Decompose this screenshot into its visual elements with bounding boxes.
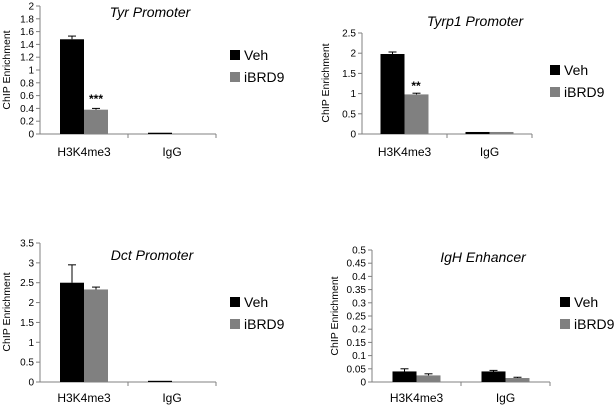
chart-title: Tyrp1 Promoter bbox=[427, 13, 525, 29]
legend-swatch-veh bbox=[560, 297, 570, 307]
legend-label-ibrd9: iBRD9 bbox=[244, 316, 285, 332]
chart-title: IgH Enhancer bbox=[440, 249, 527, 265]
y-tick-label: 1.5 bbox=[342, 69, 356, 80]
legend: Veh iBRD9 bbox=[230, 294, 285, 332]
y-tick-label: 1.4 bbox=[20, 40, 34, 51]
bar-veh-h3k4me3 bbox=[60, 282, 84, 382]
y-tick-label: 1.2 bbox=[20, 53, 34, 64]
chart-panel-igh-enhancer: 0 0.05 0.1 0.15 0.2 0.25 0.3 0.35 0.4 0.45 0.5 ChIP… bbox=[329, 246, 614, 406]
bar-veh-h3k4me3 bbox=[392, 371, 417, 382]
legend-label-ibrd9: iBRD9 bbox=[574, 316, 614, 332]
legend: Veh iBRD9 bbox=[550, 62, 605, 100]
x-category-label: IgG bbox=[496, 391, 515, 405]
y-tick-label: 0.25 bbox=[347, 312, 367, 323]
legend-label-veh: Veh bbox=[564, 62, 588, 78]
x-category-label: H3K4me3 bbox=[57, 145, 111, 159]
y-tick-label: 2 bbox=[28, 2, 34, 13]
legend: Veh iBRD9 bbox=[560, 294, 614, 332]
bar-veh-igg bbox=[481, 371, 506, 382]
y-tick-label: 0.6 bbox=[20, 91, 34, 102]
y-axis-label: ChIP Enrichment bbox=[329, 276, 341, 355]
y-axis-label: ChIP Enrichment bbox=[320, 43, 332, 122]
x-category-label: H3K4me3 bbox=[57, 391, 111, 405]
y-tick-label: 0.4 bbox=[352, 272, 366, 283]
x-category-label: IgG bbox=[480, 145, 499, 159]
y-tick-label: 3.5 bbox=[20, 239, 34, 250]
bar-veh-h3k4me3 bbox=[380, 54, 405, 135]
bar-ibrd9-h3k4me3 bbox=[404, 94, 429, 134]
y-tick-label: 0.5 bbox=[342, 109, 356, 120]
y-tick-label: 0.45 bbox=[347, 259, 367, 270]
x-category-label: IgG bbox=[162, 145, 181, 159]
y-tick-label: 2 bbox=[28, 298, 34, 309]
legend-label-ibrd9: iBRD9 bbox=[564, 84, 605, 100]
y-tick-label: 1 bbox=[28, 66, 34, 77]
bar-veh-h3k4me3 bbox=[60, 39, 84, 134]
bar-ibrd9-h3k4me3 bbox=[84, 109, 108, 134]
chart-title: Dct Promoter bbox=[111, 247, 195, 263]
y-tick-label: 1.8 bbox=[20, 14, 34, 25]
y-tick-label: 2.5 bbox=[20, 278, 34, 289]
y-tick-label: 2.5 bbox=[342, 29, 356, 40]
legend-swatch-veh bbox=[230, 297, 240, 307]
y-tick-label: 1.6 bbox=[20, 27, 34, 38]
chart-panel-tyr-promoter: 0 0.2 0.4 0.6 0.81 1.2 1.4 1.6 1.82 ChIP Enrichme… bbox=[1, 2, 285, 160]
legend-swatch-veh bbox=[550, 65, 560, 75]
y-tick-label: 0.2 bbox=[20, 117, 34, 128]
bar-veh-igg bbox=[465, 131, 490, 134]
legend-label-veh: Veh bbox=[574, 294, 598, 310]
y-axis-label: ChIP Enrichment bbox=[1, 30, 13, 109]
y-tick-label: 0.15 bbox=[347, 338, 367, 349]
x-category-label: H3K4me3 bbox=[390, 391, 444, 405]
y-tick-label: 0 bbox=[350, 130, 356, 141]
y-tick-label: 0.5 bbox=[20, 358, 34, 369]
legend-swatch-veh bbox=[230, 50, 240, 60]
y-tick-label: 0.4 bbox=[20, 104, 34, 115]
significance-label: *** bbox=[89, 92, 103, 106]
y-tick-label: 1 bbox=[350, 89, 356, 100]
chart-title: Tyr Promoter bbox=[110, 4, 192, 20]
y-tick-label: 0.5 bbox=[352, 246, 366, 257]
legend-swatch-ibrd9 bbox=[560, 319, 570, 329]
chart-panel-dct-promoter: 0 0.5 1 1.5 2 2.5 3 3.5 ChIP Enrichment Dct Promo… bbox=[1, 239, 285, 406]
y-tick-label: 0.05 bbox=[347, 364, 367, 375]
bar-ibrd9-igg bbox=[489, 131, 514, 134]
y-tick-label: 1 bbox=[28, 338, 34, 349]
legend-swatch-ibrd9 bbox=[230, 72, 240, 82]
y-tick-label: 0.1 bbox=[352, 351, 366, 362]
significance-label: ** bbox=[411, 79, 421, 93]
legend-label-ibrd9: iBRD9 bbox=[244, 69, 285, 85]
y-tick-label: 0.2 bbox=[352, 325, 366, 336]
y-tick-label: 3 bbox=[28, 258, 34, 269]
y-tick-label: 2 bbox=[350, 49, 356, 60]
bar-veh-igg bbox=[148, 380, 172, 382]
legend: Veh iBRD9 bbox=[230, 47, 285, 85]
bar-veh-igg bbox=[148, 132, 172, 134]
bar-ibrd9-h3k4me3 bbox=[416, 375, 441, 382]
chart-panel-tyrp1-promoter: 0 0.5 1 1.5 2 2.5 ChIP Enrichment Tyrp1 Promote… bbox=[320, 13, 605, 159]
legend-swatch-ibrd9 bbox=[550, 87, 560, 97]
y-tick-label: 1.5 bbox=[20, 318, 34, 329]
y-tick-label: 0 bbox=[28, 130, 34, 141]
y-tick-label: 0 bbox=[360, 378, 366, 389]
bar-ibrd9-h3k4me3 bbox=[84, 289, 108, 382]
legend-label-veh: Veh bbox=[244, 47, 268, 63]
y-tick-label: 0 bbox=[28, 378, 34, 389]
y-tick-label: 0.35 bbox=[347, 285, 367, 296]
x-category-label: IgG bbox=[162, 391, 181, 405]
legend-label-veh: Veh bbox=[244, 294, 268, 310]
legend-swatch-ibrd9 bbox=[230, 319, 240, 329]
x-category-label: H3K4me3 bbox=[378, 145, 432, 159]
y-tick-label: 0.3 bbox=[352, 298, 366, 309]
bar-ibrd9-igg bbox=[505, 378, 530, 382]
y-axis-label: ChIP Enrichment bbox=[1, 272, 13, 351]
y-tick-label: 0.8 bbox=[20, 78, 34, 89]
